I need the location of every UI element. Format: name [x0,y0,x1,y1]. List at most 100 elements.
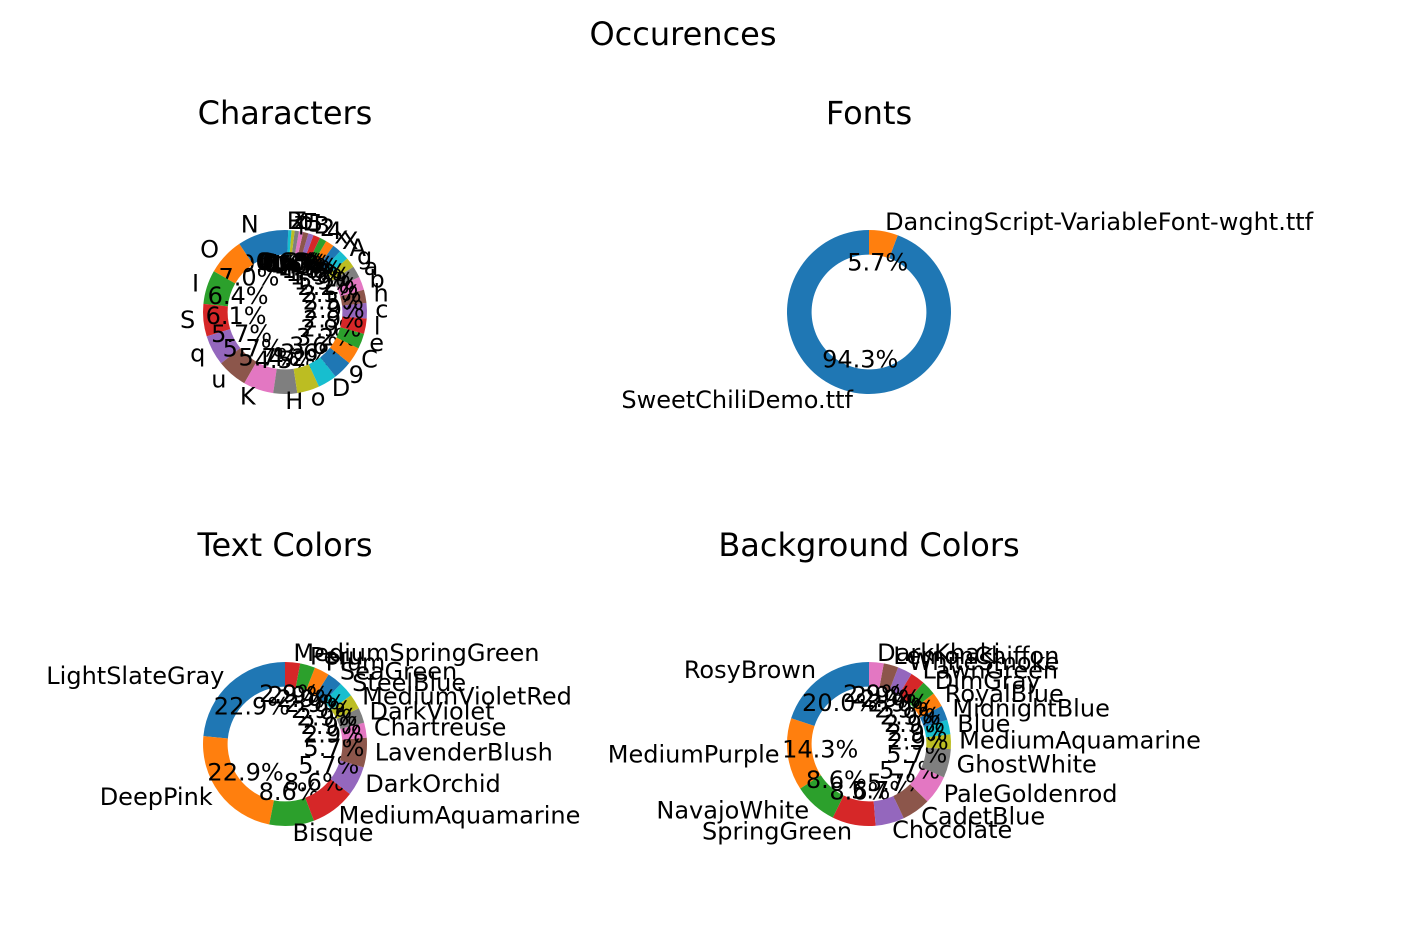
slice-label: WhiteSmoke [909,648,1060,676]
slice-q [206,329,241,364]
slice-royalblue [914,693,942,718]
slice-label: a [364,253,379,281]
slice-label: DancingScript-VariableFont-wght.ttf [885,208,1314,236]
slice-ghostwhite [921,747,951,778]
slice-lightslategray [203,662,285,739]
slice-label: A [350,234,367,262]
slice-d [308,357,336,387]
slice-label: DeepPink [100,783,213,811]
slice-b [301,233,314,259]
slice-c [329,337,359,363]
slice-dancingscript-variablefont-wght-ttf [869,230,898,259]
slice-r [285,230,289,255]
slice-c [342,302,367,319]
slice-label: 5 [308,210,323,238]
slice-percent-label: 0.6% [257,248,318,276]
slice-percent-label: 2.2% [297,273,358,301]
slice-label: 2 [320,214,335,242]
fonts-chart: Fonts SweetChiliDemo.ttf 94.3% DancingScri… [621,94,1313,414]
slice-s [203,303,231,337]
slice-whitesmoke [889,667,912,695]
slice-percent-label: 2.9% [852,682,913,710]
slice-cadetblue [893,784,928,819]
slice-percent-label: 0.6% [259,248,320,276]
slice-chartreuse [340,722,367,740]
slice-label: Chocolate [892,816,1012,844]
slice-percent-label: 2.9% [277,685,338,713]
slice-peru [295,663,315,691]
slice-label: S [180,306,195,334]
slice-label: u [211,366,226,394]
slice-rosybrown [791,662,869,726]
slice-o [213,243,253,284]
figure-title: Occurences [589,15,776,53]
slice-label: N [241,211,259,239]
slice-label: GhostWhite [957,751,1097,779]
slice-percent-label: 2.5% [301,280,362,308]
slice-label: NavajoWhite [656,796,809,824]
slice-z [287,230,292,255]
slice-percent-label: 1.9% [290,263,351,291]
slice-label: PaleGoldenrod [944,780,1118,808]
characters-chart-title: Characters [198,94,373,132]
slice-percent-label: 2.9% [874,695,935,723]
slice-blue [923,719,951,738]
slice-n [239,230,285,265]
slice-2 [304,235,320,261]
background-colors-chart-title: Background Colors [718,526,1019,564]
slice-palegoldenrod [909,767,944,802]
background-colors-chart: Background Colors RosyBrown 20.0% MediumPu… [608,526,1201,846]
slice-percent-label: 2.9% [880,702,941,730]
slice-label: O [200,236,219,264]
slice-label: MediumSpringGreen [293,639,539,667]
slice-h [340,289,367,306]
slice-label: LawnGreen [923,656,1059,684]
slice-e [336,327,365,349]
slice-label: LavenderBlush [375,739,553,767]
slice-label: B [314,211,330,239]
slice-label: LightSlateGray [46,662,224,690]
slice-chocolate [873,795,904,826]
slice-label: LemonChiffon [893,642,1059,670]
slice-label: CadetBlue [921,803,1045,831]
slice-mediumvioletred [331,695,359,719]
slice-i [203,271,236,307]
slice-label: H [285,387,303,415]
slice-label: MediumPurple [608,741,780,769]
slice-label: D [332,374,350,402]
slice-u [221,347,257,384]
slice-label: o [311,383,326,411]
slice-darkkhaki [869,662,884,688]
slice-percent-label: 2.9% [843,680,904,708]
slice-label: DimGray [935,667,1041,695]
slice-label: h [374,280,389,308]
slice-mediumaquamarine [925,734,951,750]
slice-percent-label: 5.7% [238,344,299,372]
slice-k [244,361,277,394]
slice-bisque [269,797,314,826]
slice-label: SeaGreen [340,657,457,685]
slice-h [273,368,298,395]
slice-lemonchiffon [879,663,899,691]
slice-label: q [190,339,205,367]
slice-z [289,230,295,256]
slice-label: Peru [310,642,363,670]
slice-percent-label: 1.9% [294,267,355,295]
slice-percent-label: 2.9% [297,704,358,732]
slice-percent-label: 5.7% [223,334,284,362]
slice-label: Plum [326,648,386,676]
slice-percent-label: 5.7% [211,320,272,348]
slice-label: RoyalBlue [945,680,1064,708]
slice-label: p [298,208,313,236]
slice-label: DarkOrchid [365,770,501,798]
slice-x [313,241,334,266]
slice-springgreen [832,795,876,826]
slice-percent-label: 5.7% [303,734,364,762]
slice-darkorchid [330,760,364,795]
slice-percent-label: 6.1% [206,302,267,330]
slice-label: E [303,209,318,237]
slice-mediumspringgreen [285,662,301,688]
slice-navajowhite [800,775,844,818]
slice-percent-label: 2.9% [884,710,945,738]
